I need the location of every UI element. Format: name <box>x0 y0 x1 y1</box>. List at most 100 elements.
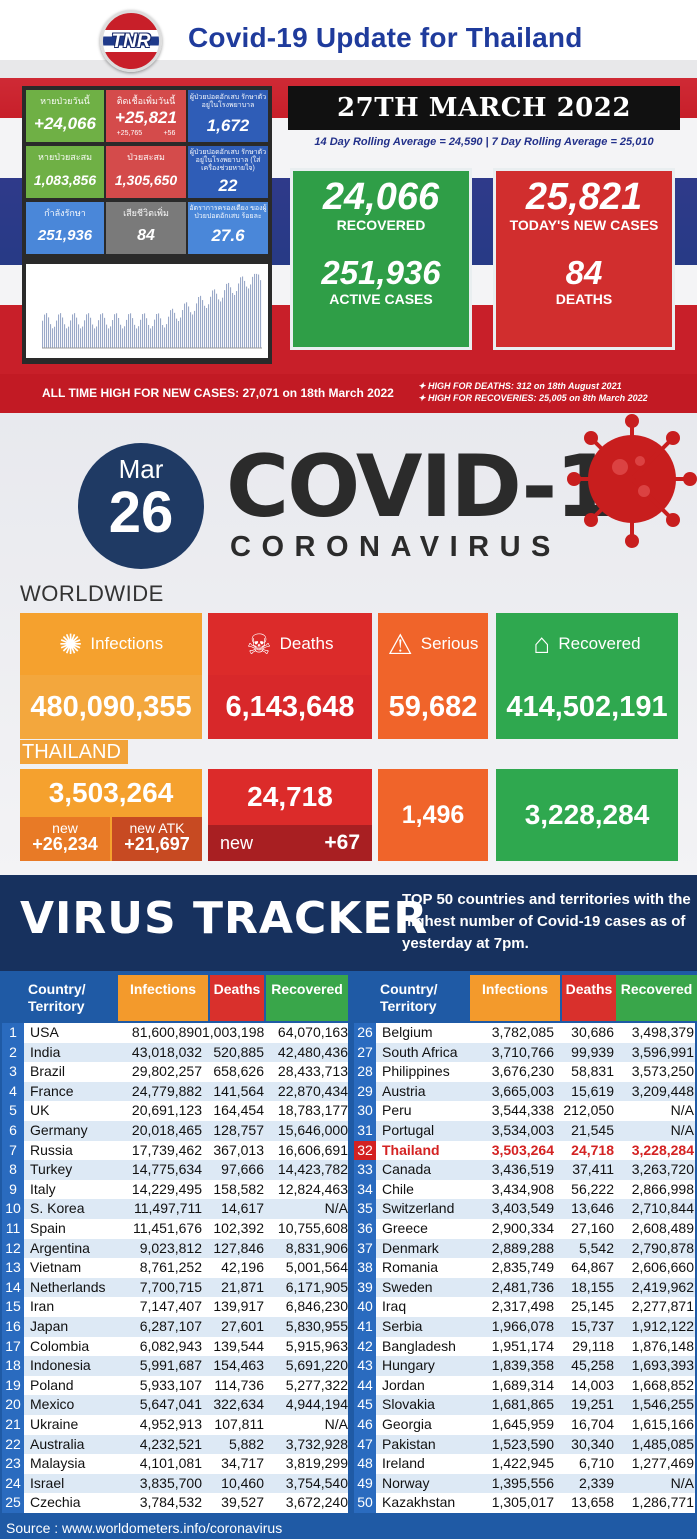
recovered-cell: 3,209,448 <box>631 1082 694 1099</box>
rank-cell: 45 <box>354 1395 376 1415</box>
country-cell: Serbia <box>382 1318 423 1334</box>
mini-chart-bar <box>134 324 136 348</box>
daily-cases-mini-chart <box>26 264 268 358</box>
country-cell: Slovakia <box>382 1396 435 1413</box>
country-cell: Switzerland <box>382 1200 455 1217</box>
mini-chart-bar <box>170 310 172 348</box>
rank-cell: 36 <box>354 1219 376 1239</box>
tnr-logo-text: TNR <box>111 31 151 52</box>
table-row: 37 Denmark 2,889,288 5,542 2,790,878 <box>354 1238 695 1259</box>
rank-cell: 25 <box>2 1493 24 1513</box>
mini-chart-bar <box>130 313 132 348</box>
table-row: 22 Australia 4,232,521 5,882 3,732,928 <box>2 1434 348 1455</box>
country-cell: Thailand <box>382 1141 440 1158</box>
deaths-label: DEATHS <box>555 291 613 307</box>
ww-infections-value: 480,090,355 <box>20 675 202 739</box>
th-new-atk-value: +21,697 <box>124 834 190 854</box>
tile-label: หายป่วยวันนี้ <box>40 96 90 106</box>
country-cell: Iran <box>30 1298 55 1315</box>
country-cell: Turkey <box>30 1161 73 1178</box>
recovered-cell: 3,228,284 <box>631 1141 694 1158</box>
rank-cell: 9 <box>2 1179 24 1200</box>
rank-cell: 19 <box>2 1375 24 1396</box>
rank-cell: 34 <box>354 1179 376 1200</box>
infections-cell: 1,681,865 <box>491 1396 554 1413</box>
tile-value: 251,936 <box>37 227 93 244</box>
country-cell: Poland <box>30 1376 74 1393</box>
country-cell: Bangladesh <box>382 1337 456 1354</box>
recovered-cell: 5,277,322 <box>285 1376 348 1393</box>
high-recoveries: HIGH FOR RECOVERIES: 25,005 on 8th March… <box>428 393 648 403</box>
active-cases-value: 251,936 <box>321 254 441 291</box>
col-header-deaths: Deaths <box>210 975 264 1021</box>
mini-chart-bar <box>146 318 148 348</box>
country-cell: Ukraine <box>30 1416 79 1432</box>
table-row: 17 Colombia 6,082,943 139,544 5,915,963 <box>2 1336 348 1357</box>
infections-cell: 3,784,532 <box>139 1494 202 1511</box>
rank-cell: 47 <box>354 1434 376 1455</box>
recovered-cell: 1,693,393 <box>631 1357 694 1374</box>
mini-chart-bar <box>106 324 108 348</box>
country-cell: Russia <box>30 1141 73 1158</box>
mini-chart-bar <box>94 328 96 348</box>
star-icon: ✦ <box>418 393 429 403</box>
mini-chart-bar <box>230 287 232 348</box>
source-credit: Source : www.worldometers.info/coronavir… <box>6 1520 283 1536</box>
rank-cell: 35 <box>354 1199 376 1219</box>
rank-cell: 44 <box>354 1375 376 1396</box>
table-row: 28 Philippines 3,676,230 58,831 3,573,250 <box>354 1062 695 1082</box>
country-cell: Kazakhstan <box>382 1494 456 1511</box>
mini-chart-bar <box>240 277 242 348</box>
mini-chart-bar <box>164 327 166 348</box>
ww-deaths-card: ☠ Deaths 6,143,648 <box>208 613 372 739</box>
tile-value: 27.6 <box>211 226 245 245</box>
new-cases-label: TODAY'S NEW CASES <box>509 217 659 233</box>
mini-chart-bar <box>218 299 220 348</box>
mini-chart-bar <box>180 317 182 348</box>
deaths-cell: 18,155 <box>571 1278 614 1295</box>
tnr-thailand-update: TNR Covid-19 Update for Thailand หายป่วย… <box>0 0 697 413</box>
table-row: 43 Hungary 1,839,358 45,258 1,693,393 <box>354 1356 695 1376</box>
rank-cell: 38 <box>354 1258 376 1278</box>
tile-pneumonia-hospitalized: ผู้ป่วยปอดอักเสบ รักษาตัวอยู่ในโรงพยาบาล… <box>188 90 268 142</box>
deaths-cell: 367,013 <box>213 1141 264 1158</box>
th-recovered-value: 3,228,284 <box>524 799 650 830</box>
tracker-description-bold: TOP 50 <box>402 891 454 908</box>
rank-cell: 50 <box>354 1493 376 1513</box>
country-cell: Netherlands <box>30 1278 106 1295</box>
table-row: 42 Bangladesh 1,951,174 29,118 1,876,148 <box>354 1336 695 1357</box>
mini-chart-bar <box>128 314 130 348</box>
rank-cell: 33 <box>354 1160 376 1180</box>
recovered-cell: N/A <box>324 1200 348 1217</box>
table-row: 23 Malaysia 4,101,081 34,717 3,819,299 <box>2 1454 348 1474</box>
rank-cell: 48 <box>354 1454 376 1474</box>
mini-chart-bar <box>236 291 238 348</box>
infections-cell: 14,229,495 <box>131 1180 202 1197</box>
recovered-cell: 3,573,250 <box>631 1063 694 1080</box>
tracker-table-header-left: Country/ Territory Infections Deaths Recove… <box>0 975 348 1021</box>
recovered-cell: 10,755,608 <box>277 1220 348 1236</box>
mini-chart-bar <box>222 297 224 348</box>
table-row: 36 Greece 2,900,334 27,160 2,608,489 <box>354 1219 695 1239</box>
house-icon: ⌂ <box>533 628 551 659</box>
mini-chart-bar <box>88 313 90 348</box>
deaths-cell: 30,686 <box>571 1024 614 1040</box>
recovered-cell: 2,710,844 <box>631 1200 694 1217</box>
ww-deaths-value: 6,143,648 <box>208 675 372 739</box>
mini-chart-bar <box>138 326 140 348</box>
country-cell: India <box>30 1043 61 1060</box>
table-row: 7 Russia 17,739,462 367,013 16,606,691 <box>2 1140 348 1161</box>
mini-chart-bar <box>70 320 72 348</box>
th-serious-value: 1,496 <box>401 801 465 829</box>
mini-chart-bar <box>182 310 184 348</box>
table-row: 21 Ukraine 4,952,913 107,811 N/A <box>2 1415 348 1435</box>
mini-chart-bar <box>258 274 260 348</box>
deaths-cell: 39,527 <box>221 1494 264 1511</box>
mini-chart-bar <box>246 286 248 348</box>
report-date: 27TH MARCH 2022 <box>288 86 680 130</box>
country-cell: Iraq <box>382 1298 407 1315</box>
rank-cell: 17 <box>2 1336 24 1357</box>
deaths-cell: 1,003,198 <box>202 1024 265 1040</box>
recovered-cell: 12,824,463 <box>277 1180 348 1197</box>
mini-chart-bar <box>54 326 56 348</box>
